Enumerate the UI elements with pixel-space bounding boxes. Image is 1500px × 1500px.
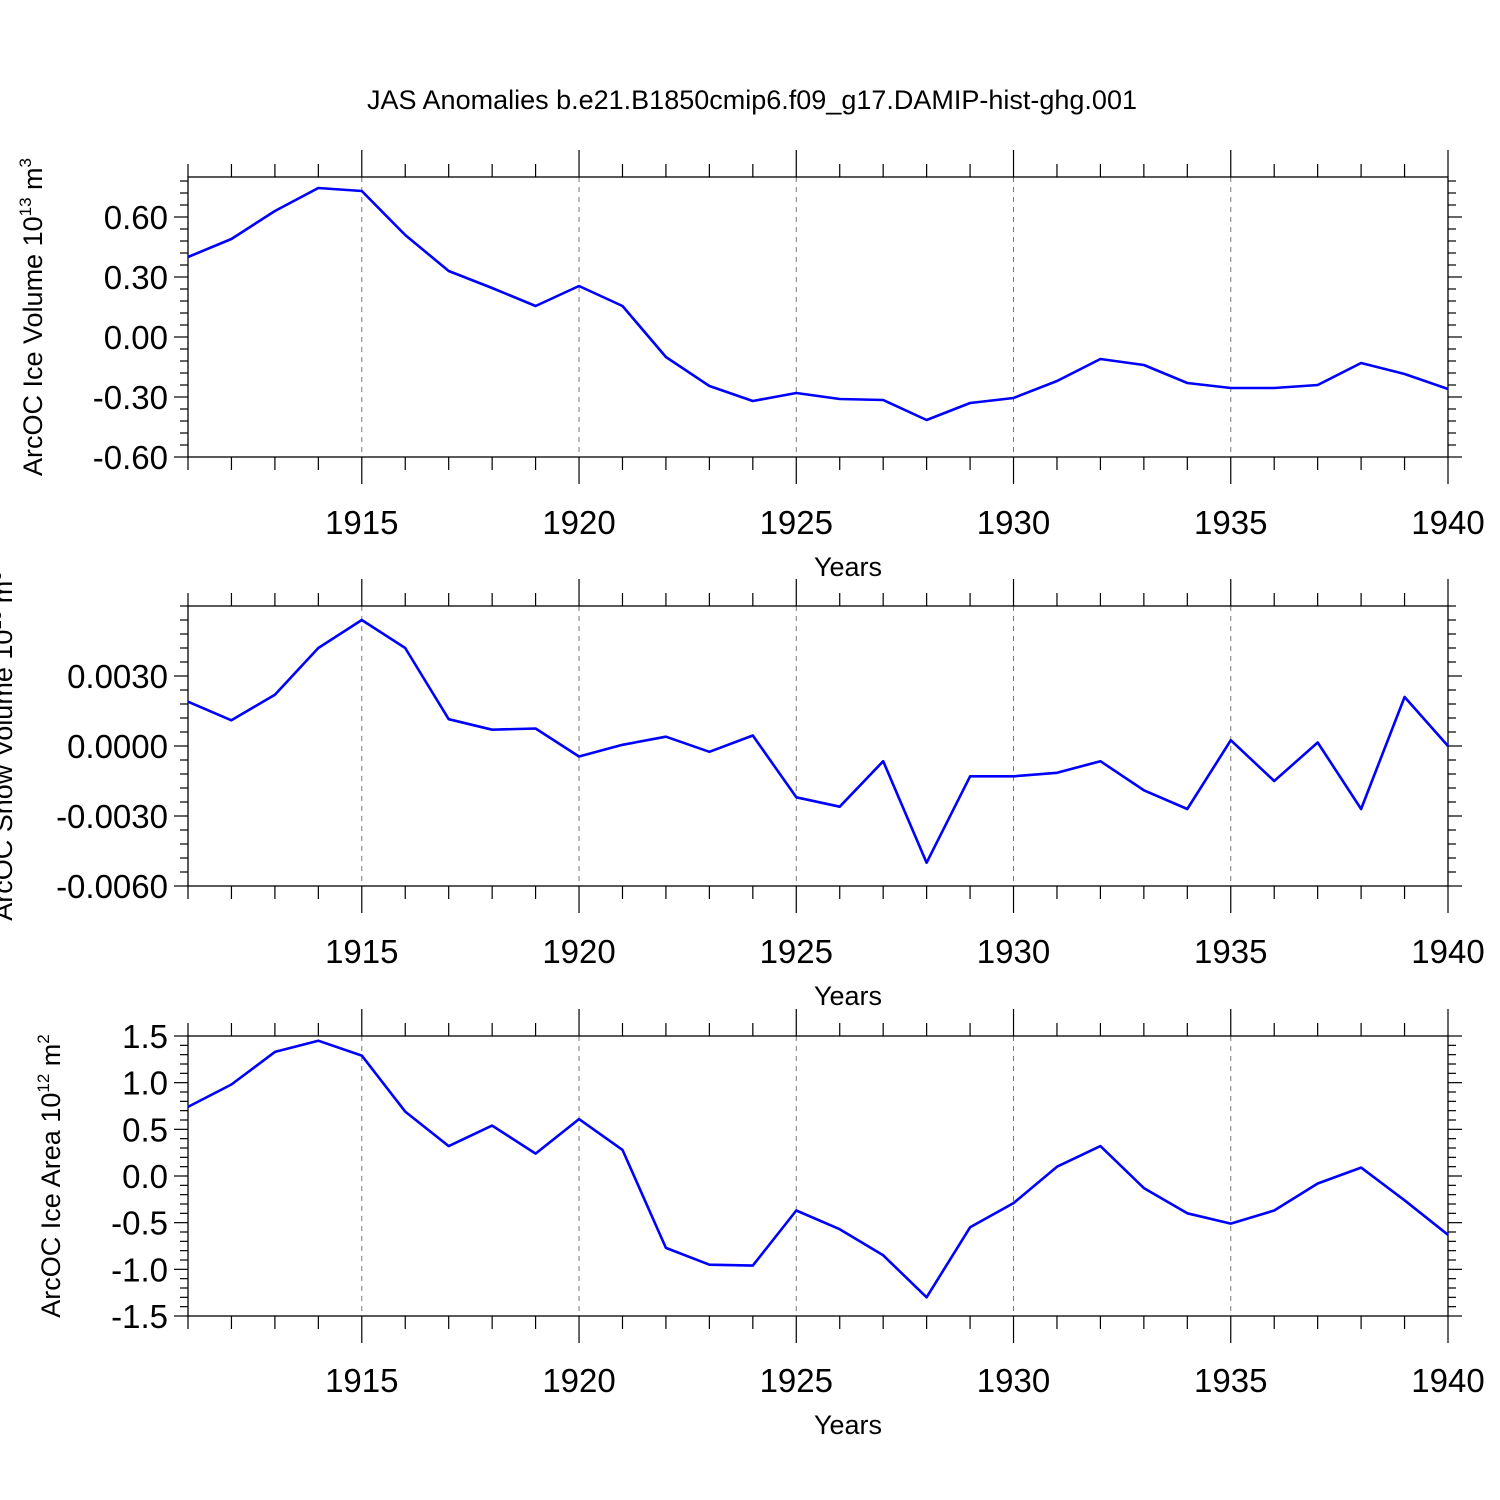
x-tick-label: 1915 (325, 933, 398, 970)
y-tick-label: 0.30 (104, 259, 168, 296)
figure-title: JAS Anomalies b.e21.B1850cmip6.f09_g17.D… (367, 85, 1137, 115)
x-tick-label: 1920 (542, 1362, 615, 1399)
x-axis-label: Years (814, 1410, 882, 1440)
y-tick-label: 1.5 (122, 1018, 168, 1055)
x-tick-label: 1930 (977, 504, 1050, 541)
plot-frame (187, 1035, 1449, 1317)
x-tick-label: 1915 (325, 504, 398, 541)
y-axis-label-unit: m (18, 167, 48, 197)
series-line (187, 618, 1449, 865)
x-tick-label: 1935 (1194, 933, 1267, 970)
y-tick-label: -0.0030 (56, 798, 168, 835)
series-line (187, 1039, 1449, 1299)
y-axis-label-main: ArcOC Ice Area 10 (36, 1093, 66, 1318)
panel-3: -1.5 -1.0 -0.5 0.0 0.5 1.0 1.5 1915 1920 1925 1930… (34, 1009, 1485, 1440)
x-tick-label: 1925 (760, 933, 833, 970)
x-tick-label: 1935 (1194, 504, 1267, 541)
y-tick-label: 0.0000 (67, 728, 168, 765)
y-axis-label-main: ArcOC Snow Volume 10 (0, 630, 18, 921)
y-tick-label: -1.5 (111, 1298, 168, 1335)
y-axis-label-unit: m (0, 581, 18, 611)
y-tick-label: -0.0060 (56, 868, 168, 905)
x-tick-label: 1940 (1411, 933, 1484, 970)
y-tick-label: 0.0030 (67, 658, 168, 695)
y-tick-label: -0.5 (111, 1205, 168, 1242)
y-axis-label: ArcOC Ice Area 1012 m2 (34, 1034, 66, 1318)
panels: -0.60 -0.30 0.00 0.30 0.60 1915 1920 1925 1930 19… (0, 150, 1485, 1440)
y-tick-label: -0.30 (93, 379, 168, 416)
panel-2: -0.0060 -0.0030 0.0000 0.0030 1915 1920 1925 19… (0, 571, 1485, 1011)
x-tick-label: 1925 (760, 504, 833, 541)
series-line (187, 186, 1449, 422)
x-tick-label: 1920 (542, 933, 615, 970)
plot-frame (187, 176, 1449, 458)
panel-1: -0.60 -0.30 0.00 0.30 0.60 1915 1920 1925 1930 19… (16, 150, 1485, 582)
y-axis-label-unit: m (36, 1044, 66, 1074)
y-tick-label: 1.0 (122, 1065, 168, 1102)
y-axis-label-exp: 13 (0, 611, 5, 630)
y-axis-label-main: ArcOC Ice Volume 10 (18, 216, 48, 476)
x-tick-label: 1940 (1411, 504, 1484, 541)
plot-frame (187, 605, 1449, 887)
y-axis-label-unit-exp: 3 (0, 571, 5, 580)
x-tick-label: 1940 (1411, 1362, 1484, 1399)
y-tick-label: -0.60 (93, 439, 168, 476)
x-tick-label: 1915 (325, 1362, 398, 1399)
x-tick-label: 1925 (760, 1362, 833, 1399)
y-tick-label: 0.5 (122, 1111, 168, 1148)
y-axis-label-unit-exp: 2 (34, 1034, 53, 1043)
y-axis-label-exp: 13 (16, 197, 35, 216)
x-axis-label: Years (814, 981, 882, 1011)
x-tick-label: 1930 (977, 933, 1050, 970)
y-tick-label: 0.0 (122, 1158, 168, 1195)
x-tick-label: 1930 (977, 1362, 1050, 1399)
x-tick-label: 1920 (542, 504, 615, 541)
x-axis-label: Years (814, 552, 882, 582)
x-tick-label: 1935 (1194, 1362, 1267, 1399)
y-axis-label-exp: 12 (34, 1074, 53, 1093)
y-tick-label: 0.60 (104, 199, 168, 236)
y-tick-label: 0.00 (104, 319, 168, 356)
y-axis-label-unit-exp: 3 (16, 158, 35, 167)
y-tick-label: -1.0 (111, 1251, 168, 1288)
y-axis-label: ArcOC Snow Volume 1013 m3 (0, 571, 18, 921)
y-axis-label: ArcOC Ice Volume 1013 m3 (16, 158, 48, 476)
